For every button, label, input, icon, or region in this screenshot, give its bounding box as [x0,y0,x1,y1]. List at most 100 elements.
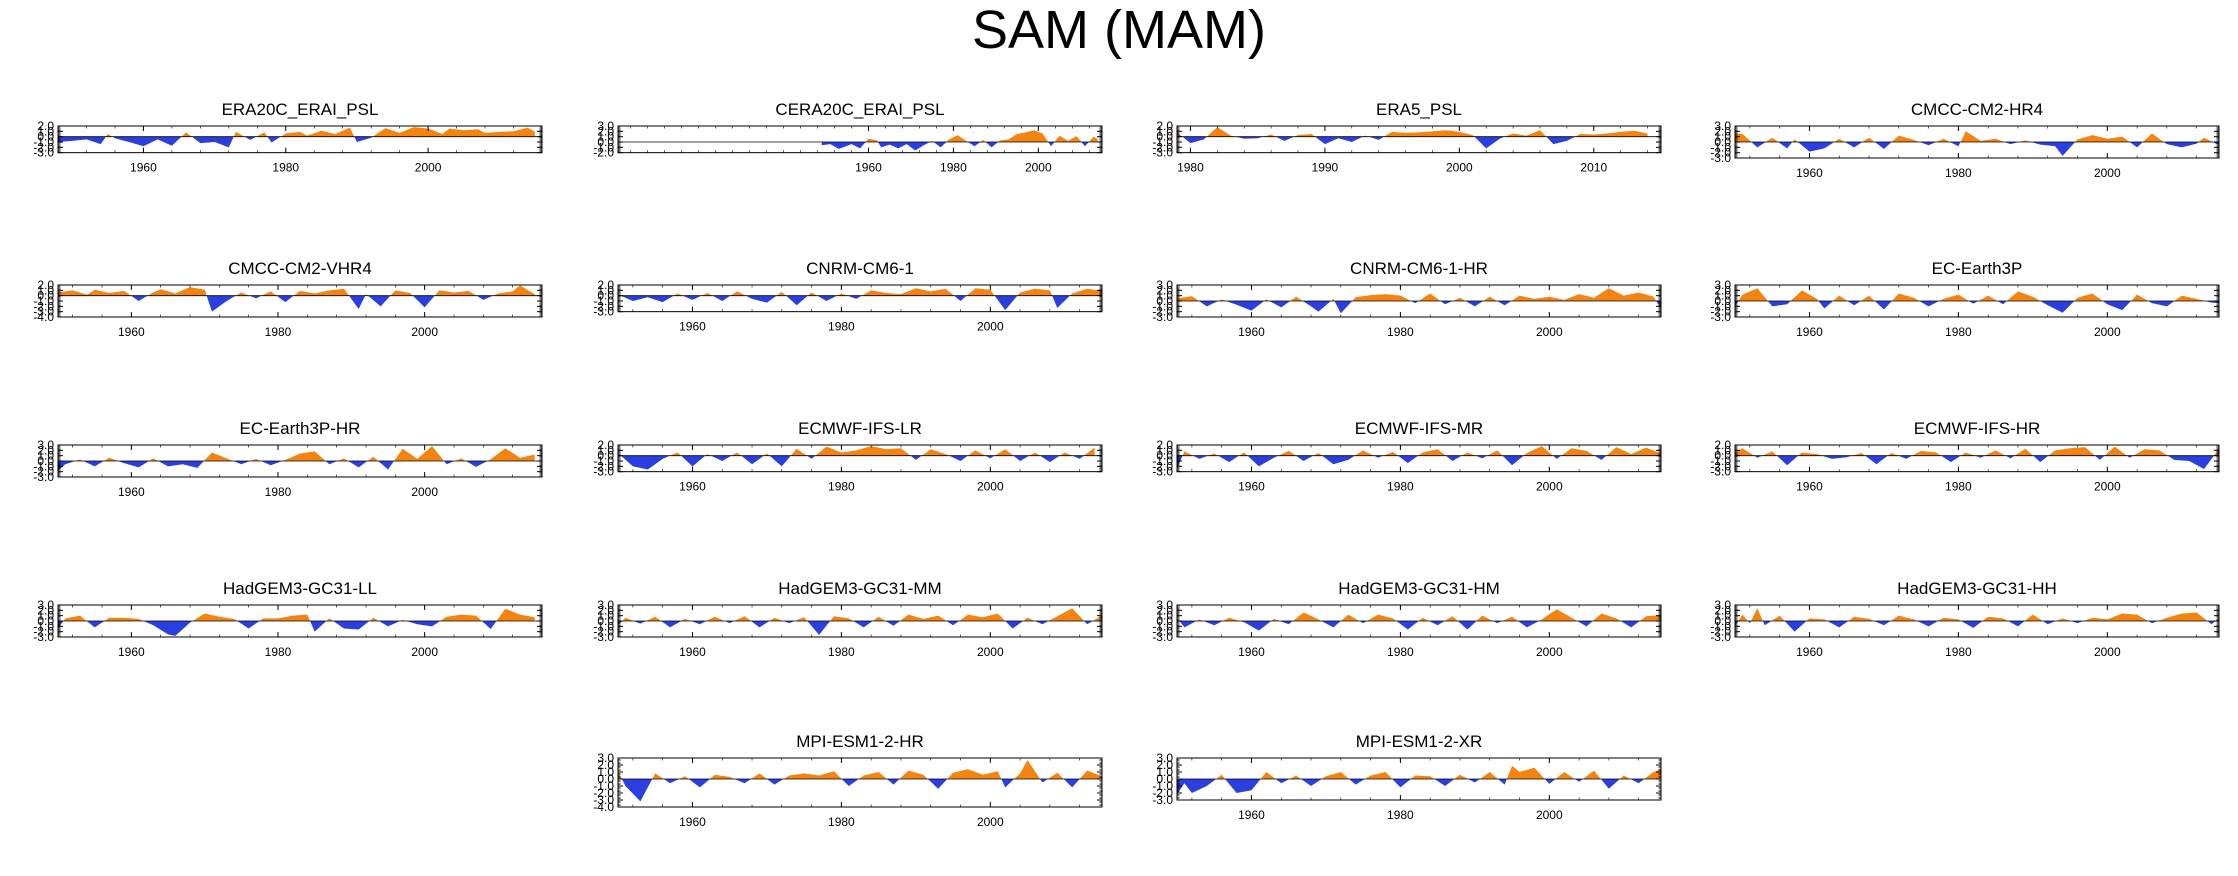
negative-area [618,621,1093,635]
panel-title: CMCC-CM2-VHR4 [228,259,372,278]
negative-area [1179,621,1640,631]
x-tick-label: 1980 [1945,166,1972,180]
x-tick-label: 2000 [977,320,1004,334]
panel-hadgem3-gc31-ll: HadGEM3-GC31-LL 3.02.01.00.0-1.0-2.0-3.0 1… [33,579,543,659]
negative-area [1735,301,2219,313]
panel-title: ERA5_PSL [1376,100,1462,119]
y-tick-label: 0.0 [597,614,614,628]
x-tick-label: 2000 [411,645,438,659]
y-tick-label: -1.0 [1152,779,1173,793]
y-tick-label: 2.0 [597,278,614,292]
x-tick-label: 2000 [977,480,1004,494]
y-tick-label: 1.0 [37,124,54,138]
y-tick-label: -3.0 [593,630,614,644]
y-tick-label: -1.0 [33,294,54,308]
x-tick-label: 2000 [2094,325,2121,339]
y-tick-label: -1.0 [1152,619,1173,633]
y-tick-label: -2.0 [593,786,614,800]
x-tick-label: 2000 [1536,325,1563,339]
y-tick-label: -3.0 [1710,310,1731,324]
negative-area [620,455,1084,470]
x-tick-label: 2000 [1536,808,1563,822]
y-tick-label: 0.0 [1156,294,1173,308]
x-tick-label: 2000 [977,815,1004,829]
x-tick-label: 2000 [411,325,438,339]
y-tick-label: 1.0 [37,609,54,623]
panel-title: CMCC-CM2-HR4 [1911,100,2043,119]
panel-ec-earth3p-hr: EC-Earth3P-HR 3.02.01.00.0-1.0-2.0-3.0 196… [33,419,543,499]
x-tick-label: 1980 [1945,480,1972,494]
x-tick-label: 2000 [1446,161,1473,175]
y-tick-label: 2.0 [37,278,54,292]
positive-area [1182,446,1661,456]
panel-hadgem3-gc31-hm: HadGEM3-GC31-HM 3.02.01.00.0-1.0-2.0-3.0 1… [1152,579,1662,659]
y-tick-label: -2.0 [33,465,54,479]
x-tick-label: 1980 [940,161,967,175]
plot-frame [57,284,543,318]
negative-area [130,295,494,312]
x-tick-label: 1980 [1177,161,1204,175]
positive-area [75,446,535,461]
panel-era20c-erai-psl: ERA20C_ERAI_PSL 2.01.00.0-1.0-2.0-3.0 1960… [33,100,543,175]
x-tick-label: 1960 [118,645,145,659]
y-tick-label: 1.0 [1156,124,1173,138]
y-tick-label: 1.0 [1156,289,1173,303]
x-tick-label: 1960 [1238,808,1265,822]
y-tick-label: 1.0 [597,283,614,297]
plot-frame [617,284,1103,313]
y-tick-label: 0.0 [37,614,54,628]
y-tick-label: -3.0 [33,470,54,484]
x-tick-label: 1960 [118,325,145,339]
x-tick-label: 1980 [1387,645,1414,659]
y-tick-label: -2.0 [1152,140,1173,154]
panel-title: HadGEM3-GC31-HM [1338,579,1500,598]
y-tick-label: 3.0 [37,598,54,612]
y-tick-label: 1.0 [37,283,54,297]
negative-area [58,461,488,471]
y-tick-label: -3.0 [1152,310,1173,324]
x-tick-label: 2010 [1580,161,1607,175]
y-tick-label: -3.0 [1710,630,1731,644]
positive-area [1177,127,1648,137]
panel-title: CERA20C_ERAI_PSL [775,100,944,119]
y-tick-label: 3.0 [597,751,614,765]
plot-frame [617,757,1103,808]
y-tick-label: 0.0 [597,772,614,786]
y-tick-label: 0.0 [597,449,614,463]
negative-area [620,295,1071,311]
y-tick-label: 2.0 [1156,119,1173,133]
x-tick-label: 2000 [415,161,442,175]
negative-area [821,142,1089,151]
x-tick-label: 1980 [265,325,292,339]
y-tick-label: 2.0 [1714,124,1731,138]
y-tick-label: -3.0 [1710,151,1731,165]
positive-area [1735,131,2213,142]
panel-title: EC-Earth3P [1932,259,2023,278]
negative-area [621,779,1080,802]
x-tick-label: 1960 [1238,645,1265,659]
y-tick-label: 1.0 [597,130,614,144]
y-tick-label: 0.0 [597,135,614,149]
positive-area [1177,288,1657,301]
y-tick-label: -2.0 [1152,786,1173,800]
x-tick-label: 1980 [1945,645,1972,659]
negative-area [1182,136,1576,149]
y-tick-label: 0.0 [1714,294,1731,308]
x-tick-label: 2000 [1536,480,1563,494]
positive-area [1738,608,2219,621]
panel-cmcc-cm2-vhr4: CMCC-CM2-VHR4 2.01.00.0-1.0-2.0-3.0-4.0 19… [33,259,543,339]
y-tick-label: 1.0 [1714,130,1731,144]
y-tick-label: -1.0 [1710,454,1731,468]
y-tick-label: -1.0 [593,779,614,793]
y-tick-label: -3.0 [1152,630,1173,644]
y-tick-label: -1.0 [1710,619,1731,633]
y-tick-label: -3.0 [593,793,614,807]
panel-title: MPI-ESM1-2-XR [1356,732,1483,751]
x-tick-label: 1980 [1387,325,1414,339]
y-tick-label: 2.0 [1714,603,1731,617]
x-tick-label: 2000 [2094,480,2121,494]
y-tick-label: -1.0 [593,140,614,154]
y-tick-label: -1.0 [593,619,614,633]
panel-title: HadGEM3-GC31-LL [223,579,377,598]
y-tick-label: 1.0 [1156,443,1173,457]
